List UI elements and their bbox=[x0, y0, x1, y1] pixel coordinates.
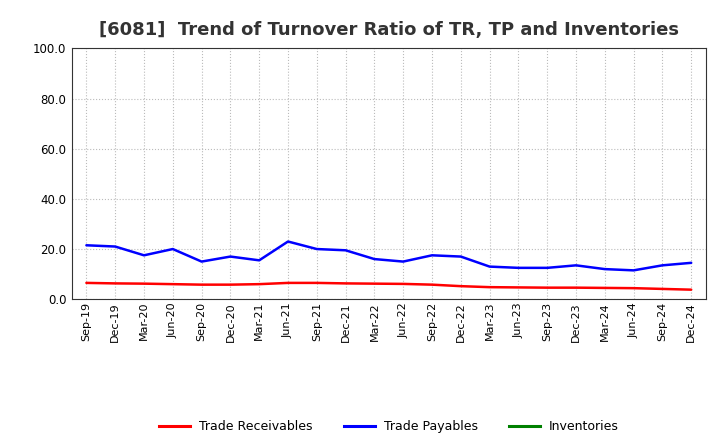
Title: [6081]  Trend of Turnover Ratio of TR, TP and Inventories: [6081] Trend of Turnover Ratio of TR, TP… bbox=[99, 21, 679, 39]
Legend: Trade Receivables, Trade Payables, Inventories: Trade Receivables, Trade Payables, Inven… bbox=[154, 415, 624, 438]
